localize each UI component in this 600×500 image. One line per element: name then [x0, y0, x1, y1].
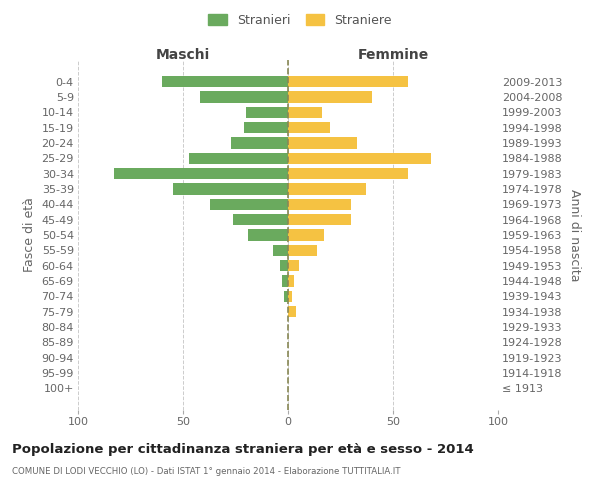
Y-axis label: Anni di nascita: Anni di nascita — [568, 188, 581, 281]
Text: Popolazione per cittadinanza straniera per età e sesso - 2014: Popolazione per cittadinanza straniera p… — [12, 442, 474, 456]
Bar — [288, 276, 295, 287]
Bar — [246, 106, 288, 118]
Bar — [288, 76, 408, 88]
Bar — [284, 290, 288, 302]
Bar — [233, 214, 288, 226]
Bar — [288, 137, 358, 148]
Bar — [288, 198, 351, 210]
Bar — [288, 260, 299, 272]
Text: Femmine: Femmine — [358, 48, 428, 62]
Text: COMUNE DI LODI VECCHIO (LO) - Dati ISTAT 1° gennaio 2014 - Elaborazione TUTTITAL: COMUNE DI LODI VECCHIO (LO) - Dati ISTAT… — [12, 468, 401, 476]
Bar — [173, 183, 288, 194]
Bar — [200, 91, 288, 102]
Text: Maschi: Maschi — [156, 48, 210, 62]
Bar — [248, 229, 288, 241]
Bar — [288, 183, 366, 194]
Bar — [288, 306, 296, 318]
Bar — [288, 290, 292, 302]
Bar — [113, 168, 288, 179]
Bar — [189, 152, 288, 164]
Y-axis label: Fasce di età: Fasce di età — [23, 198, 36, 272]
Bar — [288, 91, 372, 102]
Bar — [162, 76, 288, 88]
Bar — [280, 260, 288, 272]
Bar — [282, 276, 288, 287]
Bar — [288, 214, 351, 226]
Bar — [232, 137, 288, 148]
Bar — [288, 106, 322, 118]
Bar — [288, 244, 317, 256]
Bar — [244, 122, 288, 134]
Bar — [288, 168, 408, 179]
Bar — [274, 244, 288, 256]
Bar — [288, 152, 431, 164]
Bar — [288, 229, 324, 241]
Bar — [210, 198, 288, 210]
Legend: Stranieri, Straniere: Stranieri, Straniere — [203, 8, 397, 32]
Bar — [288, 122, 330, 134]
